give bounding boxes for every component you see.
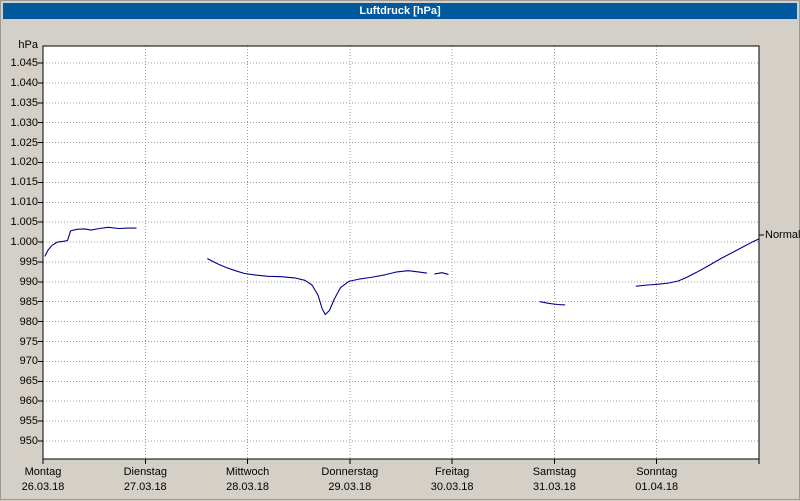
y-tick-label: 1.025 (10, 136, 38, 149)
y-tick-label: 975 (19, 335, 38, 348)
x-day-label: Donnerstag (321, 466, 379, 478)
y-tick-label: 970 (19, 355, 38, 368)
y-axis-unit-label: hPa (18, 39, 38, 51)
y-tick-label: 1.000 (10, 236, 38, 249)
y-tick-label: 1.030 (10, 116, 38, 129)
window-title-bar: Luftdruck [hPa] (3, 3, 797, 19)
y-tick-label: 985 (19, 295, 38, 308)
x-day-label: Dienstag (123, 466, 167, 478)
y-tick-label: 955 (19, 415, 38, 428)
y-tick-label: 995 (19, 255, 38, 268)
y-tick-label: 1.045 (10, 57, 38, 69)
y-tick-label: 965 (19, 375, 38, 388)
x-date-label: 28.03.18 (226, 481, 269, 493)
x-date-label: 01.04.18 (635, 481, 679, 493)
normal-pressure-label: Normal (765, 228, 800, 241)
y-tick-label: 1.015 (10, 176, 38, 189)
y-tick-label: 1.035 (10, 96, 38, 109)
x-day-label: Mittwoch (225, 466, 270, 478)
y-tick-label: 990 (19, 275, 38, 288)
x-date-label: 30.03.18 (430, 481, 474, 493)
x-date-label: 26.03.18 (21, 481, 65, 493)
window-title: Luftdruck [hPa] (359, 5, 441, 17)
x-date-label: 31.03.18 (533, 481, 576, 493)
x-day-label: Montag (24, 466, 62, 478)
x-date-label: 27.03.18 (123, 481, 167, 493)
x-date-label: 29.03.18 (328, 481, 372, 493)
y-tick-label: 1.005 (10, 216, 38, 229)
x-day-label: Freitag (435, 466, 470, 478)
y-tick-label: 1.040 (10, 76, 38, 89)
y-tick-label: 950 (19, 435, 38, 447)
y-tick-label: 980 (19, 315, 38, 328)
x-day-label: Sonntag (636, 466, 678, 478)
y-tick-label: 960 (19, 395, 38, 408)
x-day-label: Samstag (532, 466, 577, 478)
y-tick-label: 1.010 (10, 196, 38, 209)
y-tick-label: 1.020 (10, 156, 38, 169)
